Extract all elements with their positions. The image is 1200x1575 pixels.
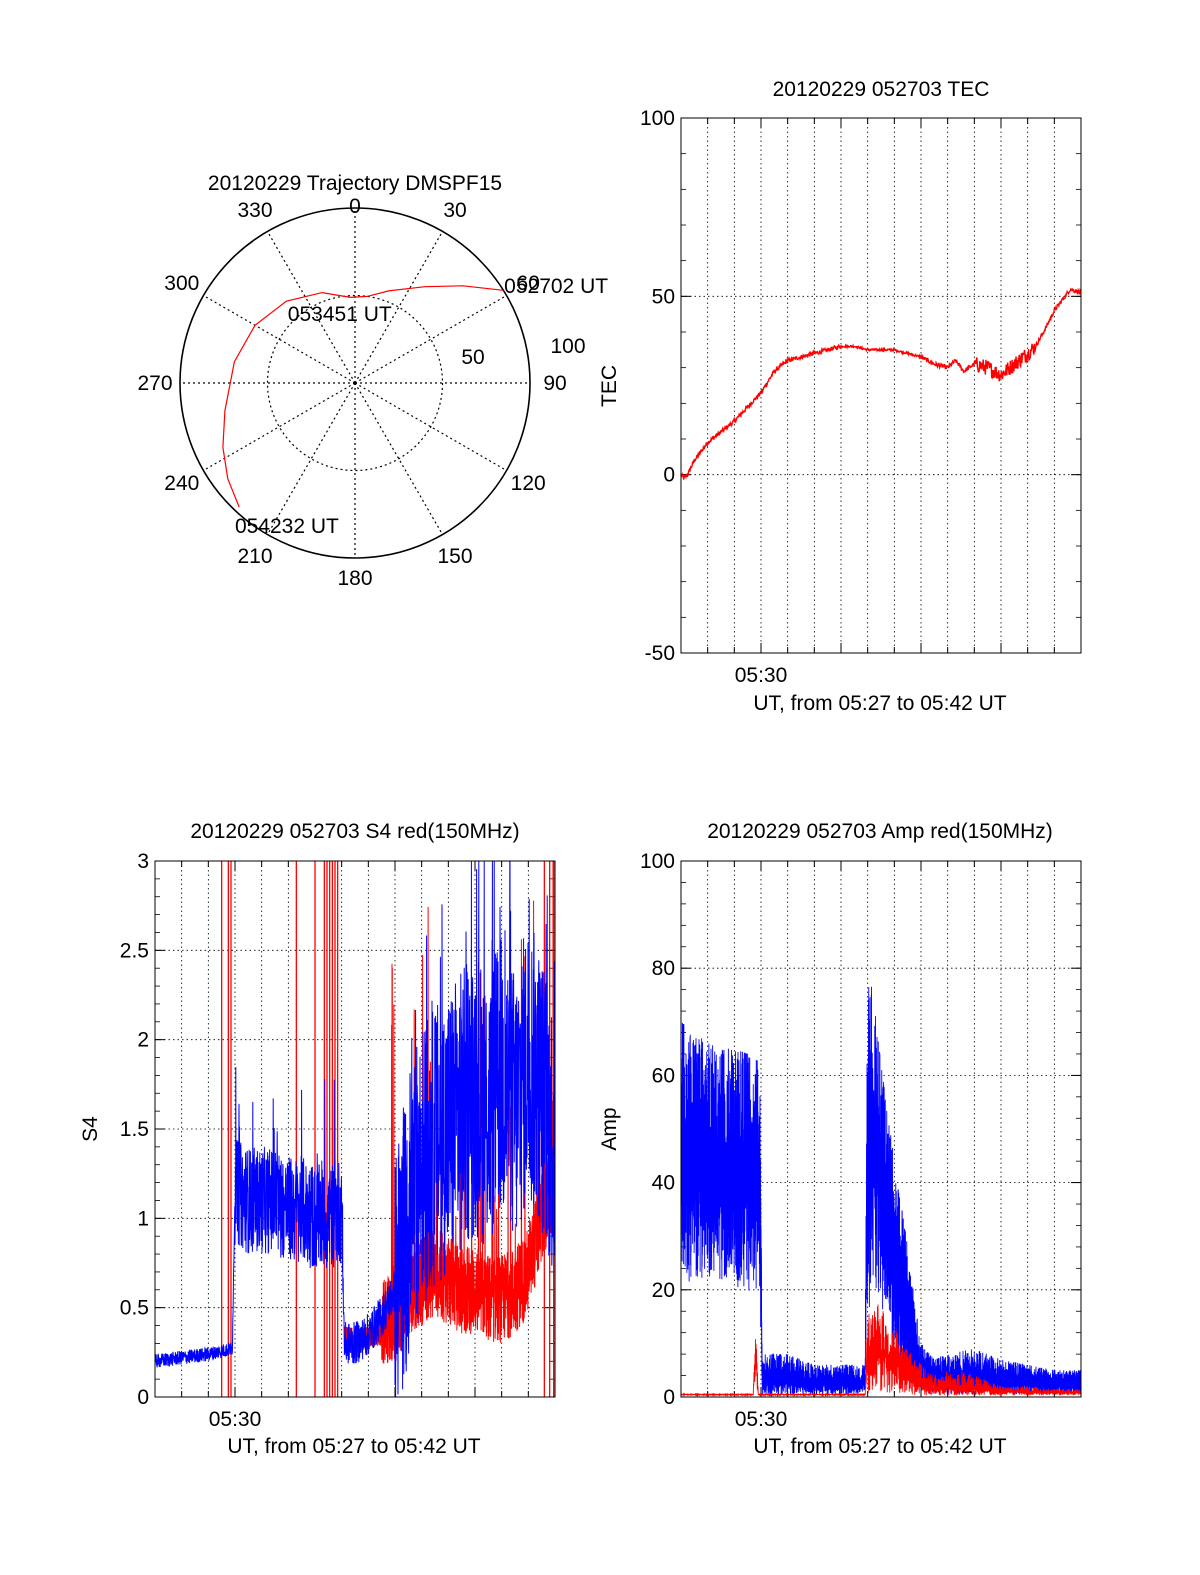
polar-angle-label: 270 — [137, 372, 172, 395]
amp-axes-frame — [680, 860, 1082, 1398]
polar-angle-label: 150 — [437, 545, 472, 568]
polar-outer-circle — [179, 207, 531, 559]
polar-radial-circle — [266, 294, 444, 472]
s4-ytick-label: 2.5 — [120, 939, 149, 962]
amp-xtick-label: 05:30 — [735, 1408, 788, 1431]
tec-y-tick-labels: -50 0 50 100 — [640, 107, 675, 665]
amp-xlabel: UT, from 05:27 to 05:42 UT — [753, 1435, 1006, 1458]
tec-xlabel: UT, from 05:27 to 05:42 UT — [753, 692, 1006, 715]
polar-angle-label: 120 — [511, 472, 546, 495]
polar-spoke — [203, 294, 356, 384]
polar-angle-label: 300 — [164, 272, 199, 295]
amp-plot: 20120229 052703 Amp red(150MHz) 0 20 40 60 8… — [598, 820, 1082, 1458]
s4-xlabel: UT, from 05:27 to 05:42 UT — [227, 1435, 480, 1458]
amp-title: 20120229 052703 Amp red(150MHz) — [707, 820, 1053, 843]
polar-title: 20120229 Trajectory DMSPF15 — [208, 172, 502, 195]
tec-ytick-label: 100 — [640, 107, 675, 130]
amp-ytick-label: 20 — [652, 1279, 675, 1302]
s4-ytick-label: 1.5 — [120, 1118, 149, 1141]
polar-spoke — [203, 382, 356, 472]
s4-y-tick-labels: 0 0.5 1 1.5 2 2.5 3 — [120, 850, 149, 1409]
amp-ytick-label: 0 — [663, 1386, 675, 1409]
amp-y-tick-labels: 0 20 40 60 80 100 — [640, 850, 675, 1409]
s4-ytick-label: 0 — [137, 1386, 149, 1409]
amp-red-noise-band — [680, 1304, 1082, 1397]
s4-blue-series-line — [154, 860, 556, 1398]
polar-annotation: 053451 UT — [288, 303, 392, 326]
polar-spoke — [266, 382, 356, 535]
polar-spoke — [354, 382, 507, 472]
s4-ytick-label: 1 — [137, 1207, 149, 1230]
polar-angle-label: 210 — [237, 545, 272, 568]
s4-plot: 20120229 052703 S4 red(150MHz) 0 0.5 1 1.5 2… — [79, 820, 556, 1458]
polar-annotation: 052702 UT — [504, 275, 608, 298]
polar-spoke — [266, 231, 356, 384]
polar-radial-label-50: 50 — [461, 346, 484, 369]
s4-ytick-label: 0.5 — [120, 1297, 149, 1320]
amp-ylabel: Amp — [598, 1107, 621, 1150]
amp-ytick-label: 100 — [640, 850, 675, 873]
s4-ytick-label: 3 — [137, 850, 149, 873]
polar-annotations: 052702 UT 053451 UT 054232 UT — [235, 275, 608, 538]
tec-ytick-label: -50 — [645, 642, 675, 665]
s4-xtick-label: 05:30 — [209, 1408, 262, 1431]
polar-angle-labels: 0 30 60 90 120 150 180 210 240 270 300 330 — [137, 195, 566, 590]
tec-title: 20120229 052703 TEC — [773, 78, 990, 101]
s4-axes-frame — [154, 860, 556, 1398]
s4-title: 20120229 052703 S4 red(150MHz) — [190, 820, 519, 843]
amp-ytick-label: 40 — [652, 1172, 675, 1195]
tec-series-line — [680, 287, 1082, 480]
polar-angle-label: 240 — [164, 472, 199, 495]
tec-xtick-label: 05:30 — [735, 664, 788, 687]
amp-blue-noise-band — [680, 986, 1082, 1395]
tec-grid — [681, 117, 1081, 654]
tec-ytick-label: 50 — [652, 285, 675, 308]
polar-angle-label: 60 — [517, 272, 540, 295]
amp-ytick-label: 80 — [652, 957, 675, 980]
tec-axes-frame — [680, 117, 1082, 654]
polar-angle-label: 30 — [443, 199, 466, 222]
polar-grid — [180, 208, 530, 558]
tec-ylabel: TEC — [598, 365, 621, 407]
s4-red-series-line — [343, 860, 556, 1364]
trajectory-line — [222, 285, 504, 508]
polar-radial-label-100: 100 — [550, 335, 585, 358]
polar-angle-label: 180 — [337, 567, 372, 590]
polar-spoke — [354, 294, 507, 384]
s4-ytick-label: 2 — [137, 1029, 149, 1052]
polar-spoke — [354, 382, 444, 535]
polar-angle-label: 0 — [349, 195, 361, 218]
trajectory-polar-plot: 20120229 Trajectory DMSPF15 0 30 60 90 120 15… — [137, 172, 608, 590]
polar-angle-label: 90 — [543, 372, 566, 395]
amp-ytick-label: 60 — [652, 1064, 675, 1087]
polar-annotation: 054232 UT — [235, 515, 339, 538]
s4-ylabel: S4 — [79, 1116, 102, 1142]
polar-spoke — [354, 231, 444, 384]
tec-ytick-label: 0 — [663, 464, 675, 487]
polar-angle-label: 330 — [237, 199, 272, 222]
